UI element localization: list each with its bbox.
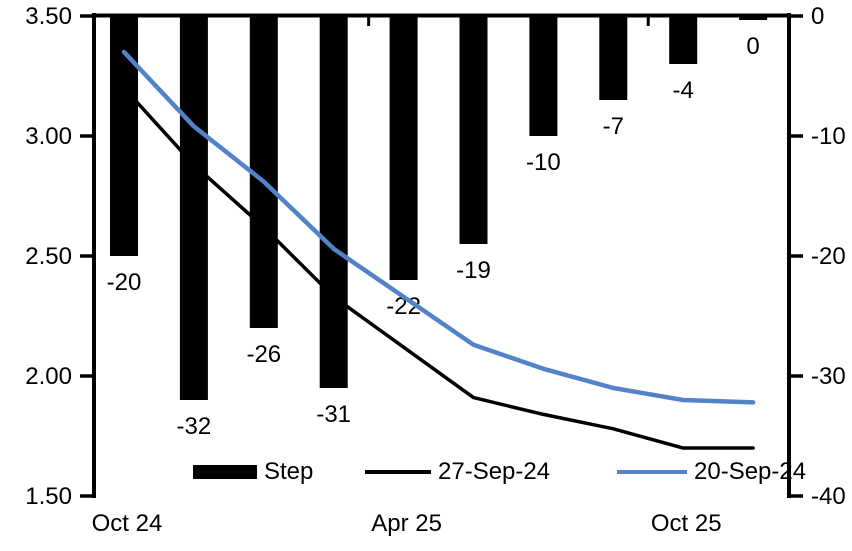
right-axis-tick-label: 0 xyxy=(811,3,824,30)
bar-value-label: -10 xyxy=(526,149,561,176)
left-axis-tick-label: 3.50 xyxy=(25,3,72,30)
line-27-sep-24 xyxy=(122,86,755,450)
left-axis-tick-label: 1.50 xyxy=(25,483,72,510)
bar-value-label: -4 xyxy=(673,77,694,104)
right-axis-tick-label: -10 xyxy=(811,123,846,150)
bar-value-label: -32 xyxy=(177,413,212,440)
step-bar xyxy=(389,16,418,280)
bar-value-label: -7 xyxy=(603,113,624,140)
bar-value-label: 0 xyxy=(746,33,759,60)
left-axis-tick-label: 3.00 xyxy=(25,123,72,150)
x-axis-label: Apr 25 xyxy=(371,510,442,537)
left-axis-tick-label: 2.50 xyxy=(25,243,72,270)
right-axis-tick-label: -20 xyxy=(811,243,846,270)
bar-value-label: -20 xyxy=(107,269,142,296)
line-20-sep-24 xyxy=(121,49,756,405)
step-bar xyxy=(739,16,768,20)
x-axis-label: Oct 25 xyxy=(651,510,722,537)
step-bar xyxy=(179,16,208,400)
step-bar xyxy=(599,16,628,100)
step-bar xyxy=(669,16,698,64)
bar-value-label: -31 xyxy=(316,401,351,428)
step-bar xyxy=(529,16,558,136)
left-axis-tick-label: 2.00 xyxy=(25,363,72,390)
bar-value-label: -19 xyxy=(456,257,491,284)
bar-value-label: -26 xyxy=(246,341,281,368)
step-bar xyxy=(319,16,348,388)
step-bar xyxy=(110,16,138,256)
step-bar xyxy=(459,16,488,244)
right-axis-tick-label: -40 xyxy=(811,483,846,510)
x-axis-label: Oct 24 xyxy=(92,510,163,537)
right-axis-tick-label: -30 xyxy=(811,363,846,390)
